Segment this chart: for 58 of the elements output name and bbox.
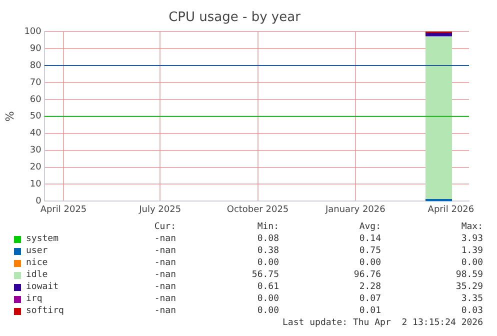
- legend-label: nice: [26, 258, 48, 268]
- text: 0.00: [257, 306, 279, 316]
- text: -nan: [154, 294, 176, 304]
- y-tick-label: 0: [36, 196, 42, 207]
- text: 35.29: [456, 282, 483, 292]
- x-tick-label: October 2025: [226, 204, 289, 215]
- text: 0.38: [257, 246, 279, 256]
- text: 0.00: [257, 294, 279, 304]
- chart-title: CPU usage - by year: [168, 10, 302, 26]
- y-tick-label: 10: [30, 180, 42, 190]
- text: Max:: [461, 222, 483, 232]
- text: -nan: [154, 234, 176, 244]
- y-tick-label: 40: [30, 128, 42, 139]
- text: Last update: Thu Apr 2 13:15:24 2026: [282, 318, 483, 328]
- legend-label: irq: [26, 294, 42, 304]
- text: 0.00: [359, 258, 381, 268]
- text: 0.08: [257, 234, 279, 244]
- text: 0.00: [257, 258, 279, 268]
- x-tick-label: July 2025: [138, 204, 182, 215]
- legend-label: system: [26, 234, 59, 244]
- legend-label: idle: [26, 270, 48, 280]
- text: 2.28: [359, 282, 381, 292]
- legend-label: iowait: [26, 282, 59, 292]
- legend-label: user: [26, 246, 48, 256]
- text: 96.76: [354, 270, 381, 280]
- text: 3.93: [461, 234, 483, 244]
- text: Cur:: [154, 222, 176, 232]
- text: -nan: [154, 270, 176, 280]
- y-tick-label: 30: [30, 146, 42, 156]
- text: -nan: [154, 246, 176, 256]
- y-tick-label: 80: [30, 60, 42, 71]
- x-tick-label: April 2025: [40, 204, 87, 215]
- text: 98.59: [456, 270, 483, 280]
- text: Avg:: [359, 222, 381, 232]
- y-tick-label: 20: [30, 162, 42, 173]
- text: -nan: [154, 258, 176, 268]
- text: 0.61: [257, 282, 279, 292]
- y-tick-label: 60: [30, 94, 42, 105]
- y-axis-title: %: [3, 111, 16, 122]
- text: -nan: [154, 282, 176, 292]
- text: 56.75: [252, 270, 279, 280]
- y-tick-label: 70: [30, 78, 42, 88]
- text: Min:: [257, 222, 279, 232]
- text: -nan: [154, 306, 176, 316]
- y-tick-label: 90: [30, 44, 42, 54]
- legend-label: softirq: [26, 306, 64, 316]
- x-tick-label: April 2026: [428, 204, 474, 215]
- text: 0.00: [461, 258, 483, 268]
- text: 3.35: [461, 294, 483, 304]
- text: 1.39: [461, 246, 483, 256]
- y-tick-label: 50: [30, 112, 42, 122]
- text: 0.07: [359, 294, 381, 304]
- x-tick-label: January 2026: [324, 204, 386, 215]
- text: 0.14: [359, 234, 381, 244]
- text: 0.75: [359, 246, 381, 256]
- y-tick-label: 100: [24, 26, 42, 37]
- text: 0.03: [461, 306, 483, 316]
- text: 0.01: [359, 306, 381, 316]
